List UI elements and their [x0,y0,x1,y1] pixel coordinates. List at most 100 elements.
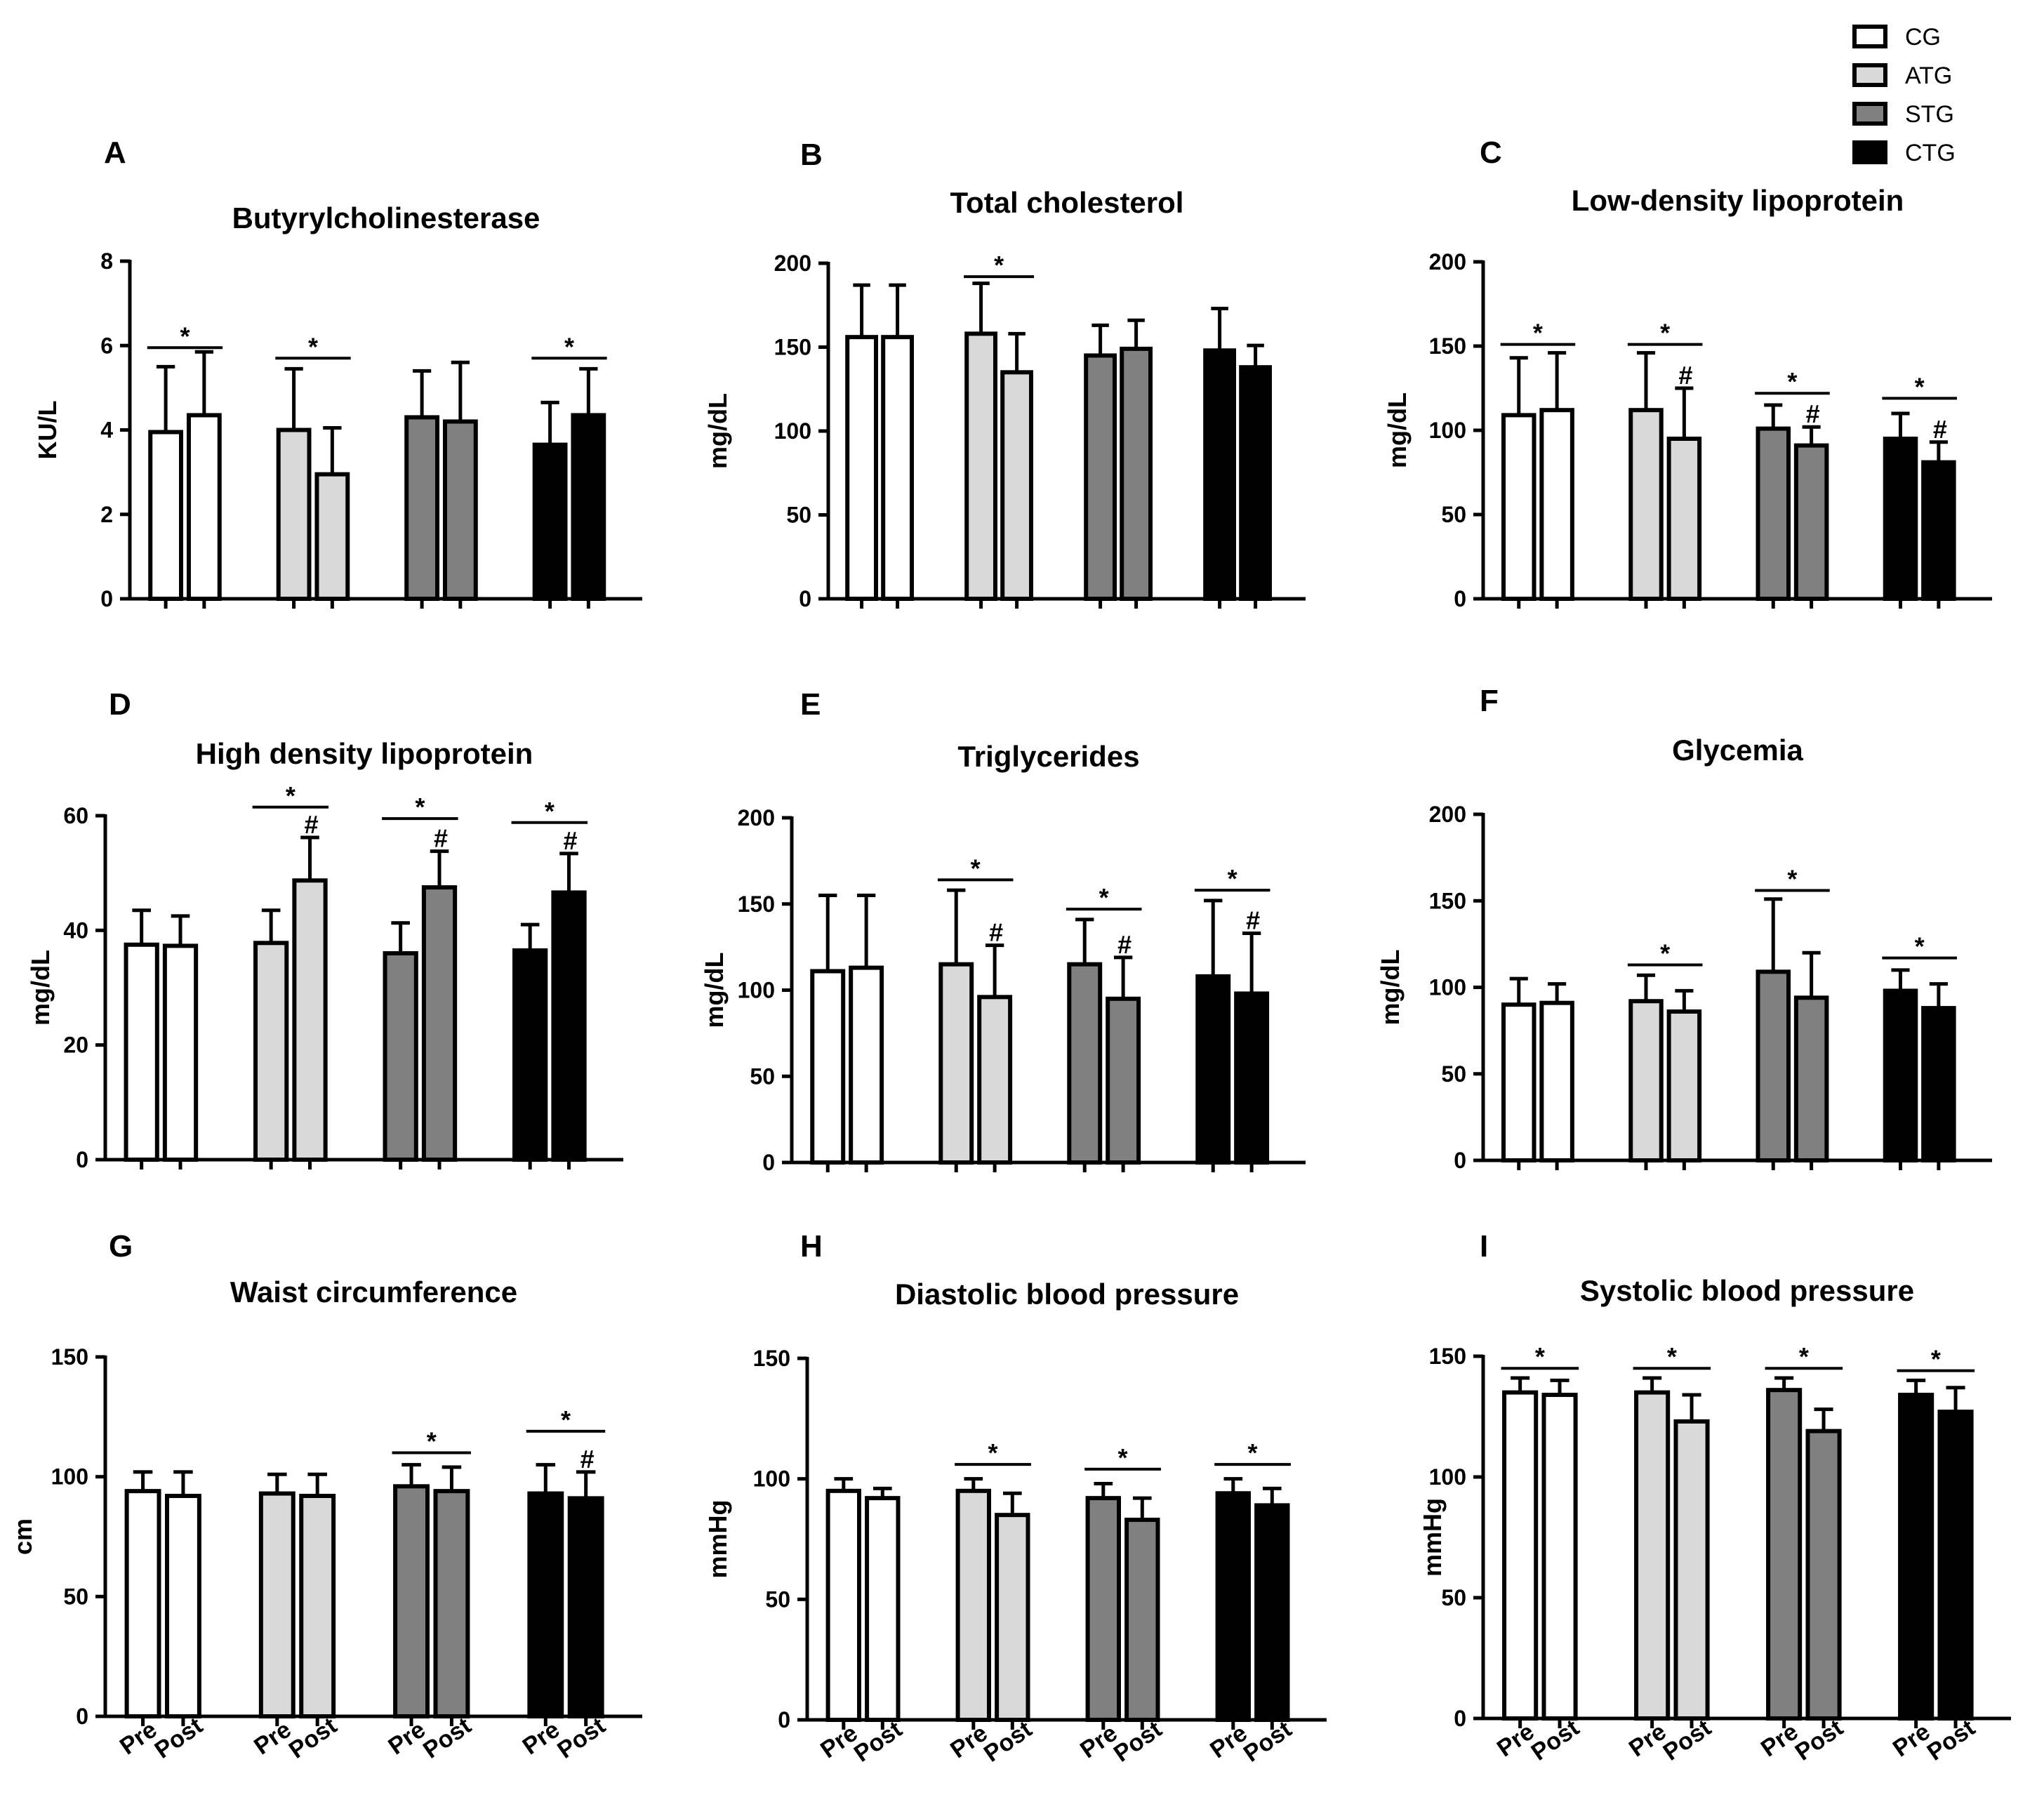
bar-b-cg-pre [845,335,878,601]
y-tick-label-e-0: 0 [762,1150,775,1175]
y-tick-label-f-150: 150 [1429,888,1466,913]
significance-star-c-cg: * [1533,319,1543,347]
bar-c-cg-pre [1501,413,1537,602]
y-tick-label-b-50: 50 [786,503,811,528]
bar-d-atg-post [292,878,328,1162]
bar-g-stg-pre [393,1484,430,1719]
y-axis-label-g: cm [8,1518,37,1555]
bar-g-stg-post [433,1489,470,1719]
significance-star-e-ctg: * [1228,864,1237,893]
y-tick-label-h-150: 150 [753,1346,790,1371]
legend-swatch-cg [1852,25,1887,48]
bar-a-ctg-pre [532,442,568,602]
panel-letter-e: E [800,687,821,722]
bar-i-stg-pre [1766,1388,1803,1721]
bar-c-stg-pre [1756,426,1791,601]
bar-e-atg-post [977,995,1013,1165]
bar-f-stg-post [1793,995,1829,1163]
x-tick-label-h-cg-post: Post [849,1716,907,1767]
y-tick-label-f-100: 100 [1429,975,1466,1000]
y-axis-label-a: KU/L [33,401,62,460]
legend-swatch-ctg [1852,140,1887,164]
y-tick-label-i-50: 50 [1441,1585,1466,1610]
bar-h-stg-pre [1085,1496,1121,1722]
x-tick-label-g-atg-post: Post [284,1712,342,1763]
panel-title-a: Butyrylcholinesterase [232,201,540,234]
y-tick-label-c-0: 0 [1454,586,1466,611]
bar-c-cg-post [1539,408,1574,601]
y-axis-label-c: mg/dL [1383,392,1412,468]
y-tick-label-d-60: 60 [63,803,88,828]
bar-c-atg-post [1666,437,1702,601]
bar-g-ctg-pre [527,1491,564,1719]
panel-letter-a: A [104,135,126,170]
legend: CG ATG STG CTG [1852,24,1956,166]
bar-i-atg-pre [1634,1390,1671,1721]
bar-c-stg-post [1793,443,1829,601]
bar-d-ctg-pre [512,948,548,1162]
bar-b-stg-post [1120,346,1153,601]
significance-star-e-atg: * [971,854,981,882]
bar-h-cg-post [865,1496,901,1722]
significance-star-e-stg: * [1099,883,1109,912]
y-tick-label-b-150: 150 [774,335,811,360]
significance-star-a-cg: * [180,322,190,350]
y-tick-label-b-100: 100 [774,418,811,444]
x-tick-label-g-cg-post: Post [150,1712,208,1763]
y-tick-label-e-50: 50 [750,1063,775,1089]
bar-a-atg-pre [276,428,312,601]
panel-c: C Low-density lipoprotein mg/dL 0 50 100 150 20… [1383,135,1992,611]
panel-title-d: High density lipoprotein [196,737,533,770]
significance-star-h-stg: * [1118,1443,1128,1472]
significance-star-i-atg: * [1667,1342,1677,1371]
y-axis-label-e: mg/dL [700,953,729,1028]
bar-i-stg-post [1805,1429,1842,1721]
panel-f: F Glycemia mg/dL 0 50 100 150 200 * * * [1376,684,1992,1173]
significance-star-g-stg: * [427,1427,437,1456]
y-tick-label-d-20: 20 [63,1033,88,1058]
x-tick-label-h-stg-post: Post [1109,1716,1167,1767]
legend-label-atg: ATG [1905,62,1952,89]
panel-title-b: Total cholesterol [950,186,1184,219]
y-tick-label-f-50: 50 [1441,1061,1466,1087]
bar-e-ctg-post [1234,991,1270,1165]
panel-letter-h: H [800,1229,823,1264]
bar-h-ctg-pre [1215,1491,1251,1722]
bar-b-cg-post [881,335,914,601]
significance-star-i-stg: * [1799,1342,1809,1371]
bar-d-cg-post [162,943,199,1162]
bar-b-atg-post [1000,370,1033,601]
bar-f-atg-post [1666,1009,1702,1163]
panel-a: A Butyrylcholinesterase KU/L 0 2 4 6 8 * * * [33,135,642,611]
y-tick-label-d-40: 40 [63,917,88,943]
significance-star-f-ctg: * [1915,932,1925,961]
hash-marker-e-atg-post: # [989,918,1003,947]
y-tick-label-i-100: 100 [1429,1464,1466,1490]
bar-i-cg-post [1541,1393,1578,1721]
significance-star-i-cg: * [1535,1342,1545,1371]
significance-star-h-atg: * [988,1438,998,1467]
x-tick-label-i-stg-post: Post [1791,1714,1848,1765]
legend-label-ctg: CTG [1905,140,1956,166]
bar-h-ctg-post [1254,1503,1290,1723]
y-tick-label-b-200: 200 [774,251,811,276]
y-axis-label-d: mg/dL [26,950,55,1026]
significance-star-f-stg: * [1787,864,1797,893]
y-tick-label-i-0: 0 [1454,1706,1466,1731]
hash-marker-d-atg-post: # [304,810,318,839]
significance-star-c-ctg: * [1915,372,1925,401]
panel-title-f: Glycemia [1672,734,1803,767]
bar-b-atg-pre [964,331,997,601]
y-axis-label-f: mg/dL [1376,950,1405,1026]
significance-star-d-atg: * [286,781,296,810]
bar-c-atg-pre [1628,408,1664,601]
bar-f-cg-pre [1501,1002,1537,1163]
y-tick-label-f-200: 200 [1429,802,1466,827]
bar-h-stg-post [1124,1518,1160,1723]
y-tick-label-g-0: 0 [76,1704,88,1729]
y-tick-label-e-100: 100 [738,978,775,1003]
bar-a-atg-post [314,472,350,601]
x-tick-label-i-cg-post: Post [1527,1714,1584,1765]
bar-c-ctg-pre [1883,437,1918,601]
